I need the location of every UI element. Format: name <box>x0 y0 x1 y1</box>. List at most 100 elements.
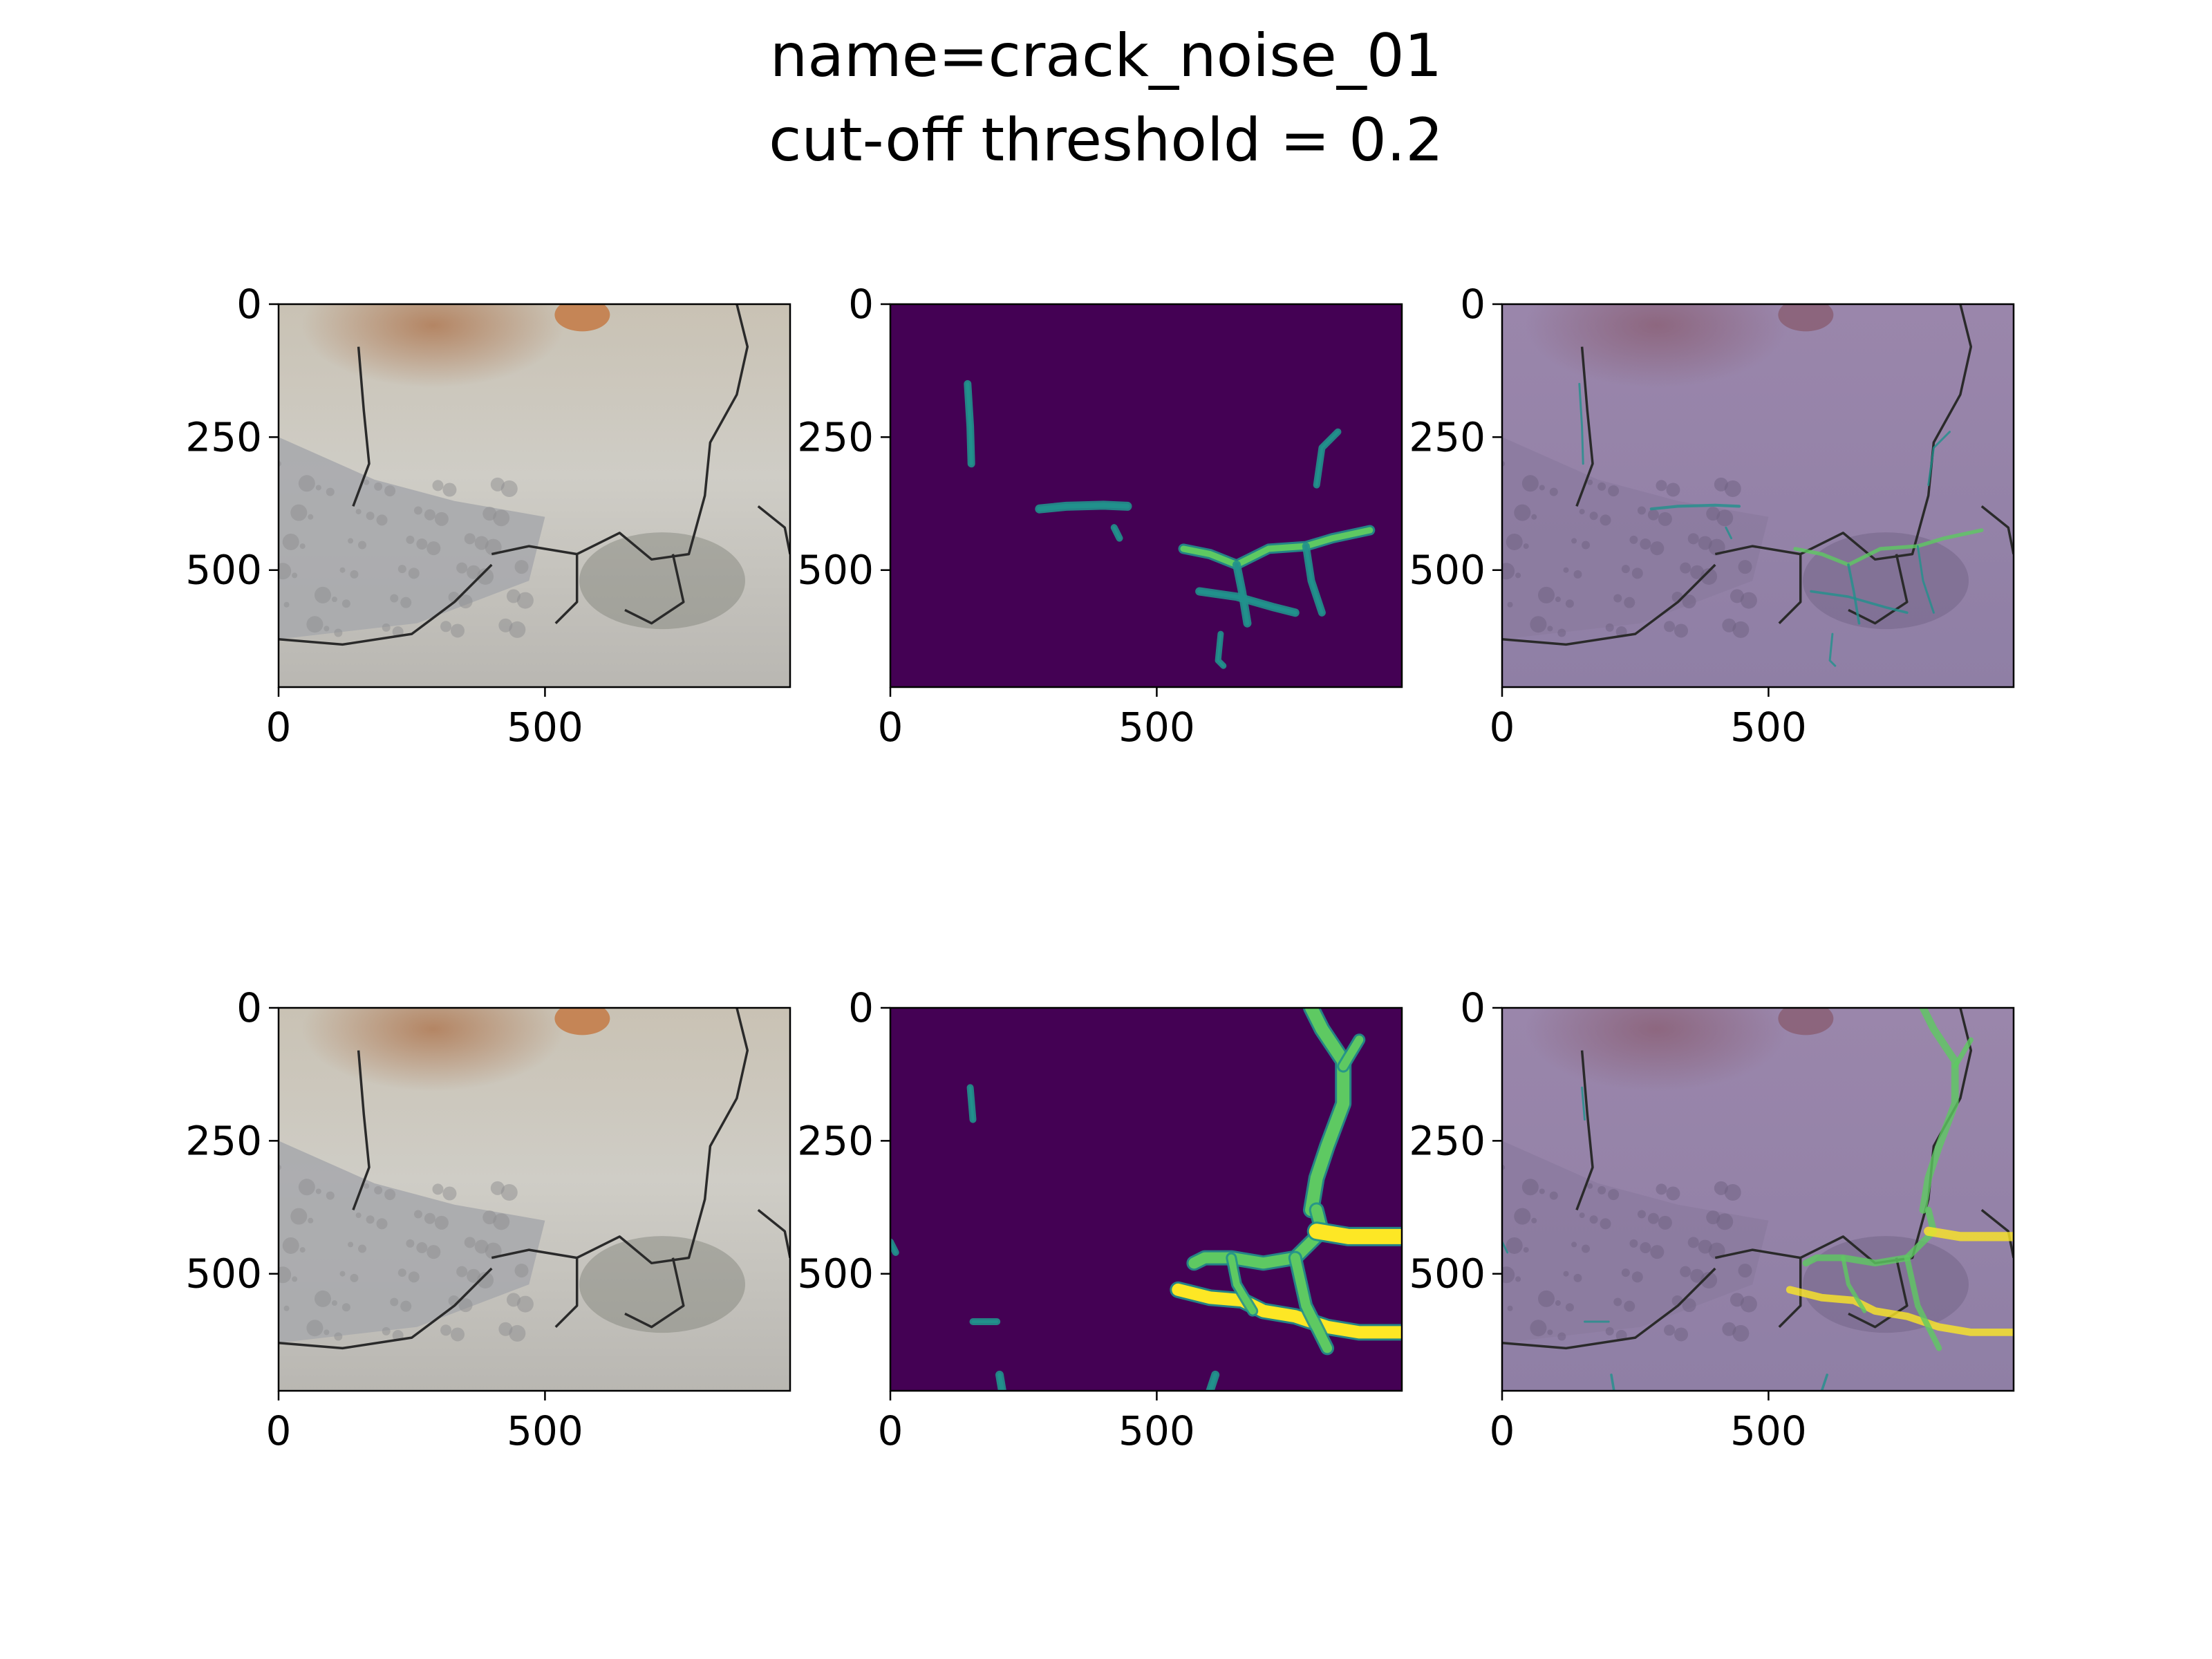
debris-speck <box>1557 1332 1566 1341</box>
debris-speck <box>1502 1266 1515 1284</box>
debris-speck <box>1514 504 1531 521</box>
debris-speck <box>1537 1290 1555 1307</box>
debris-speck <box>514 560 529 574</box>
x-tick-label: 500 <box>1730 1407 1807 1454</box>
debris-speck <box>1539 485 1545 491</box>
debris-speck <box>314 1290 331 1307</box>
debris-speck <box>1515 1276 1521 1282</box>
x-tick-label: 500 <box>507 1407 583 1454</box>
debris-speck <box>339 1271 346 1277</box>
debris-speck <box>1716 509 1734 527</box>
crack-line <box>1714 1008 1973 1265</box>
crack-probability <box>1290 1253 1333 1353</box>
debris-speck <box>1613 594 1622 603</box>
debris-speck <box>493 509 510 527</box>
x-tick-label: 500 <box>1118 704 1195 751</box>
debris-speck <box>514 1264 529 1278</box>
debris-speck <box>490 1181 505 1195</box>
subplot-row1-col1: 0 500 0 250 500 <box>185 281 791 751</box>
crack-line <box>1778 554 1802 624</box>
debris-speck <box>384 1189 396 1201</box>
debris-speck <box>314 586 331 603</box>
y-tick-label: 0 <box>848 281 874 328</box>
debris-speck <box>467 1268 481 1283</box>
debris-speck <box>1650 1245 1665 1259</box>
debris-speck <box>1507 601 1513 608</box>
debris-speck <box>456 562 468 574</box>
crack-probability <box>1315 430 1340 487</box>
crack-line <box>352 346 371 507</box>
debris-speck <box>1539 1188 1545 1194</box>
debris-speck <box>413 1210 422 1219</box>
x-tick-label: 0 <box>878 1407 903 1454</box>
debris-speck <box>326 487 335 496</box>
debris-speck <box>456 1266 468 1277</box>
debris-speck <box>1682 594 1696 609</box>
rust-spot <box>554 1008 610 1035</box>
debris-speck <box>500 480 518 497</box>
debris-speck <box>506 589 521 603</box>
debris-speck <box>1682 1298 1696 1313</box>
dark-patch <box>1803 532 1969 630</box>
x-tick-label: 0 <box>878 704 903 751</box>
dark-patch <box>1803 1236 1969 1333</box>
debris-speck <box>1724 480 1741 497</box>
debris-speck <box>1647 1212 1659 1224</box>
debris-speck <box>366 512 375 521</box>
debris-speck <box>282 533 299 550</box>
rust-spot <box>1778 304 1834 332</box>
debris-speck <box>339 567 346 573</box>
figure-title-line1: name=crack_noise_01 <box>770 21 1443 91</box>
debris-speck <box>474 1239 489 1254</box>
debris-speck <box>1555 597 1561 603</box>
crack-probability <box>1180 527 1374 568</box>
axes-frame <box>277 303 791 688</box>
overlay-crack-mask <box>1828 632 1837 667</box>
panel-image <box>890 1008 1402 1391</box>
x-tick-label: 500 <box>1118 1407 1195 1454</box>
debris-speck <box>350 570 359 579</box>
debris-speck <box>298 475 315 492</box>
crack-line <box>1980 505 2014 554</box>
debris-speck <box>299 1247 306 1253</box>
debris-speck <box>1687 533 1699 545</box>
panel-image <box>279 304 790 687</box>
debris-speck <box>1629 1239 1638 1248</box>
subplot-row2-col1: 0 500 0 250 500 <box>185 984 791 1454</box>
debris-speck <box>440 621 452 632</box>
debris-speck <box>1637 506 1646 515</box>
debris-speck <box>1714 477 1728 491</box>
crack-line <box>352 1050 371 1211</box>
crack-probability <box>1228 1254 1257 1315</box>
crack-line <box>1848 554 1909 625</box>
debris-speck <box>1582 1244 1591 1253</box>
debris-speck <box>315 485 321 491</box>
debris-speck <box>324 626 330 632</box>
crack-line <box>1575 346 1594 507</box>
debris-speck <box>397 565 406 574</box>
crack-line <box>757 505 790 554</box>
debris-speck <box>1587 479 1593 485</box>
debris-speck <box>279 1266 292 1284</box>
debris-speck <box>348 538 354 544</box>
panel-image <box>279 1008 790 1391</box>
debris-speck <box>1531 514 1537 520</box>
debris-speck <box>1547 626 1553 632</box>
debris-speck <box>1664 621 1676 632</box>
debris-speck <box>292 572 298 579</box>
debris-speck <box>376 1218 388 1230</box>
debris-speck <box>1621 565 1630 574</box>
debris-speck <box>434 512 449 526</box>
crack-line <box>491 304 749 561</box>
debris-speck <box>434 1215 449 1230</box>
rust-stain <box>301 1008 565 1091</box>
debris-speck <box>1531 1217 1537 1224</box>
debris-speck <box>1738 560 1752 574</box>
debris-speck <box>1624 597 1635 608</box>
debris-speck <box>374 482 383 491</box>
x-tick-label: 0 <box>1490 704 1515 751</box>
crack-line <box>279 1267 493 1350</box>
overlay-crack-mask <box>1924 1226 2014 1241</box>
debris-speck <box>1523 1247 1529 1253</box>
overlay-crack-mask <box>1793 528 1984 567</box>
